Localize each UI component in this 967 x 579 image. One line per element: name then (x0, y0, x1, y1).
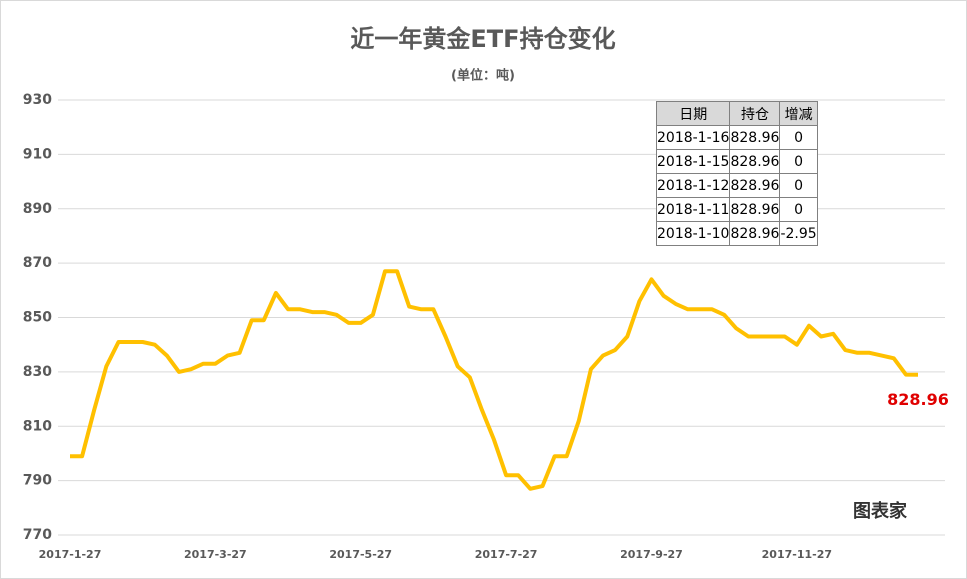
column-header: 日期 (655, 101, 731, 126)
table-cell: 2018-1-15 (655, 149, 731, 174)
watermark: 图表家 (853, 500, 908, 522)
table-cell: 828.96 (729, 125, 781, 150)
table-body: 2018-1-16 828.96 0 2018-1-15 828.96 0 2018-1-1… (655, 125, 818, 246)
table-cell: 828.96 (729, 197, 781, 222)
table-cell: 2018-1-10 (655, 221, 731, 246)
table-cell: 2018-1-16 (655, 125, 731, 150)
table-header: 日期 持仓 增减 (655, 101, 818, 126)
table-cell: 828.96 (729, 149, 781, 174)
x-tick-label: 2017-11-27 (762, 548, 832, 561)
table-row: 2018-1-10 828.96 -2.95 (655, 221, 818, 246)
table-row: 2018-1-11 828.96 0 (655, 197, 818, 222)
table-cell: -2.95 (779, 221, 818, 246)
y-tick-label: 870 (23, 255, 52, 271)
table-row: 2018-1-15 828.96 0 (655, 149, 818, 174)
chart-subtitle: (单位：吨) (451, 68, 515, 84)
y-tick-label: 910 (23, 146, 52, 162)
y-tick-label: 850 (23, 310, 52, 326)
table-row: 2018-1-12 828.96 0 (655, 173, 818, 198)
chart-title: 近一年黄金ETF持仓变化 (350, 25, 615, 53)
table-cell: 828.96 (729, 173, 781, 198)
data-label: 828.96 (887, 390, 949, 409)
table-cell: 0 (779, 197, 818, 222)
x-tick-label: 2017-7-27 (475, 548, 538, 561)
y-tick-label: 930 (23, 92, 52, 108)
table-cell: 2018-1-12 (655, 173, 731, 198)
table-cell: 0 (779, 149, 818, 174)
data-line (70, 269, 919, 491)
y-tick-label: 790 (23, 473, 52, 489)
x-tick-label: 2017-3-27 (184, 548, 247, 561)
y-tick-label: 890 (23, 201, 52, 217)
x-tick-label: 2017-5-27 (329, 548, 392, 561)
holdings-table: 日期 持仓 增减 2018-1-16 828.96 0 2018-1-15 828.96 0 2… (655, 101, 818, 246)
column-header: 增减 (779, 101, 818, 126)
x-tick-label: 2017-1-27 (39, 548, 102, 561)
table-cell: 0 (779, 173, 818, 198)
table-cell: 0 (779, 125, 818, 150)
table-cell: 828.96 (729, 221, 781, 246)
table-row: 2018-1-16 828.96 0 (655, 125, 818, 150)
column-header: 持仓 (729, 101, 781, 126)
x-tick-label: 2017-9-27 (620, 548, 683, 561)
y-tick-label: 810 (23, 418, 52, 434)
y-tick-label: 830 (23, 364, 52, 380)
table-cell: 2018-1-11 (655, 197, 731, 222)
y-tick-label: 770 (23, 527, 52, 543)
